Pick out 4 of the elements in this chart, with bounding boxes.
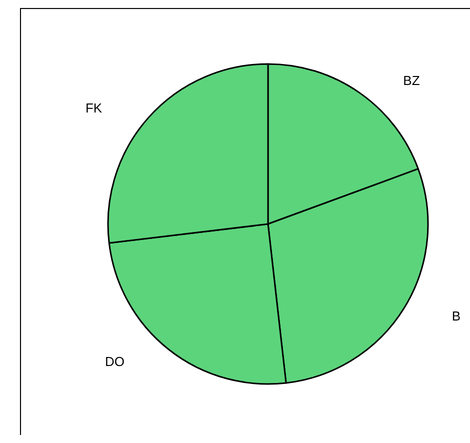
slice-label: BZ: [403, 73, 420, 88]
slice-label: DO: [104, 354, 124, 369]
slice-label: B: [452, 308, 461, 324]
slice-label: FK: [85, 100, 102, 116]
